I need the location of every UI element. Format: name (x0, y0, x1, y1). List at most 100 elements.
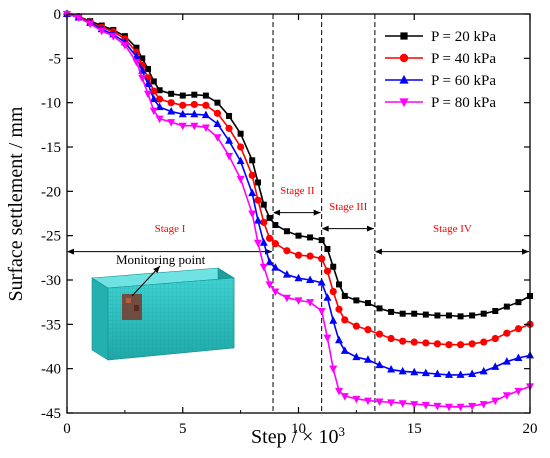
data-point (225, 124, 233, 132)
data-point (479, 401, 488, 409)
data-point (387, 399, 396, 407)
data-point (213, 134, 222, 142)
data-point (410, 367, 419, 376)
data-point (491, 334, 499, 343)
data-point (323, 334, 332, 343)
stage-boundaries (272, 14, 376, 413)
data-point (306, 299, 315, 307)
data-point (249, 157, 256, 164)
data-point (213, 119, 222, 127)
y-tick-label: -25 (41, 229, 61, 245)
y-tick-label: -45 (41, 406, 61, 422)
y-tick-label: -35 (41, 317, 61, 333)
data-point (422, 339, 430, 347)
data-point (502, 392, 511, 400)
data-point (515, 299, 522, 306)
data-point (340, 346, 349, 354)
data-point (335, 335, 344, 344)
data-point (97, 27, 106, 36)
data-point (283, 247, 291, 255)
data-point (225, 136, 234, 144)
data-point (433, 340, 441, 348)
data-point (254, 196, 262, 204)
data-point (178, 122, 187, 131)
data-point (155, 115, 164, 124)
y-tick-label: -30 (41, 273, 61, 289)
data-point (398, 366, 407, 375)
data-point (330, 263, 337, 270)
x-tick-label: 20 (523, 421, 538, 437)
data-point (387, 334, 395, 343)
data-point (480, 310, 487, 317)
data-point (271, 288, 280, 297)
series-4 (63, 11, 534, 412)
data-point (491, 362, 500, 370)
data-point (353, 297, 360, 304)
data-point (149, 94, 158, 103)
data-point (253, 216, 262, 224)
data-point (411, 310, 418, 317)
data-point (341, 292, 348, 299)
data-point (282, 270, 291, 278)
data-point (363, 397, 372, 406)
data-point (422, 311, 429, 318)
data-point (468, 340, 476, 348)
data-point (375, 398, 384, 406)
data-point (491, 397, 500, 406)
data-point (253, 239, 262, 248)
data-point (294, 273, 303, 282)
data-point (133, 44, 140, 51)
data-point (248, 171, 256, 179)
data-point (335, 305, 343, 313)
data-point (502, 357, 511, 365)
data-point (156, 95, 164, 103)
data-point (120, 42, 129, 50)
data-point (480, 338, 488, 346)
y-tick-label: -15 (41, 140, 61, 156)
data-point (259, 263, 268, 272)
data-point (352, 395, 361, 404)
legend-item: P = 40 kPa (385, 51, 496, 67)
data-point (191, 91, 198, 98)
data-point (514, 353, 523, 362)
data-point (167, 119, 176, 127)
data-point (213, 109, 222, 117)
data-point (259, 238, 268, 246)
data-point (375, 360, 384, 369)
stage-label: Stage I (155, 223, 186, 235)
axes: 0 5 10 15 20 0 -5 -10 -15 -20 -25 -30 -35 -40 -45 (41, 7, 538, 437)
data-point (421, 368, 430, 377)
stage-label: Stage II (280, 185, 315, 197)
data-point (388, 308, 395, 315)
data-point (318, 255, 326, 263)
stage-label: Stage IV (433, 223, 472, 235)
legend-label: P = 20 kPa (431, 29, 496, 45)
data-point (155, 102, 164, 111)
data-point (376, 305, 383, 312)
legend-item: P = 20 kPa (385, 29, 496, 45)
data-point (444, 370, 453, 378)
data-point (265, 234, 274, 242)
data-point (503, 329, 511, 337)
data-point (168, 90, 175, 97)
data-point (456, 403, 465, 412)
legend-label: P = 40 kPa (431, 51, 496, 67)
data-point (329, 365, 338, 374)
data-point (317, 278, 326, 286)
y-axis-label: Surface settlement / mm (5, 106, 27, 301)
data-point (335, 387, 344, 396)
data-point (323, 293, 332, 301)
legend-label: P = 60 kPa (431, 73, 496, 89)
data-point (341, 316, 349, 324)
data-point (282, 294, 291, 303)
data-point (248, 210, 257, 218)
data-point (265, 281, 274, 289)
data-point (283, 228, 290, 235)
stage-annotations: Stage I Stage II Stage III Stage IV (67, 185, 529, 255)
data-point (307, 234, 314, 241)
data-point (318, 237, 325, 244)
series-layer (63, 9, 534, 412)
data-point (364, 326, 372, 334)
data-point (248, 188, 257, 197)
